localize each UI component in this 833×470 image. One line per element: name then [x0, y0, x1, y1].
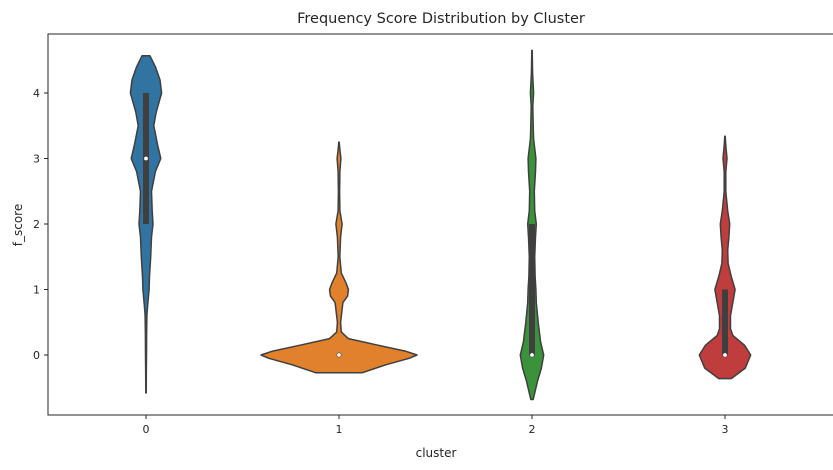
- x-tick-label: 1: [336, 423, 343, 436]
- x-tick-label: 0: [143, 423, 150, 436]
- y-tick-label: 3: [33, 153, 40, 166]
- x-tick-label: 3: [722, 423, 729, 436]
- x-axis-label: cluster: [416, 446, 457, 460]
- chart-title: Frequency Score Distribution by Cluster: [297, 11, 585, 27]
- iqr-box-cluster-3: [722, 289, 728, 355]
- y-tick-label: 1: [33, 284, 40, 297]
- x-axis: 0 1 2 3: [143, 415, 729, 436]
- violin-cluster-0: [129, 54, 163, 394]
- y-tick-label: 2: [33, 218, 40, 231]
- median-dot-cluster-1: [336, 352, 342, 358]
- plot-area: [129, 49, 752, 401]
- y-axis-label: f_score: [11, 204, 25, 246]
- y-tick-label: 0: [33, 349, 40, 362]
- iqr-box-cluster-2: [529, 224, 535, 355]
- median-dot-cluster-0: [143, 156, 149, 162]
- median-dot-cluster-2: [529, 352, 535, 358]
- violin-cluster-1: [260, 141, 418, 374]
- violin-cluster-3: [698, 135, 752, 380]
- median-dot-cluster-3: [722, 352, 728, 358]
- x-tick-label: 2: [529, 423, 536, 436]
- y-axis: 0 1 2 3 4: [33, 87, 48, 362]
- y-tick-label: 4: [33, 87, 40, 100]
